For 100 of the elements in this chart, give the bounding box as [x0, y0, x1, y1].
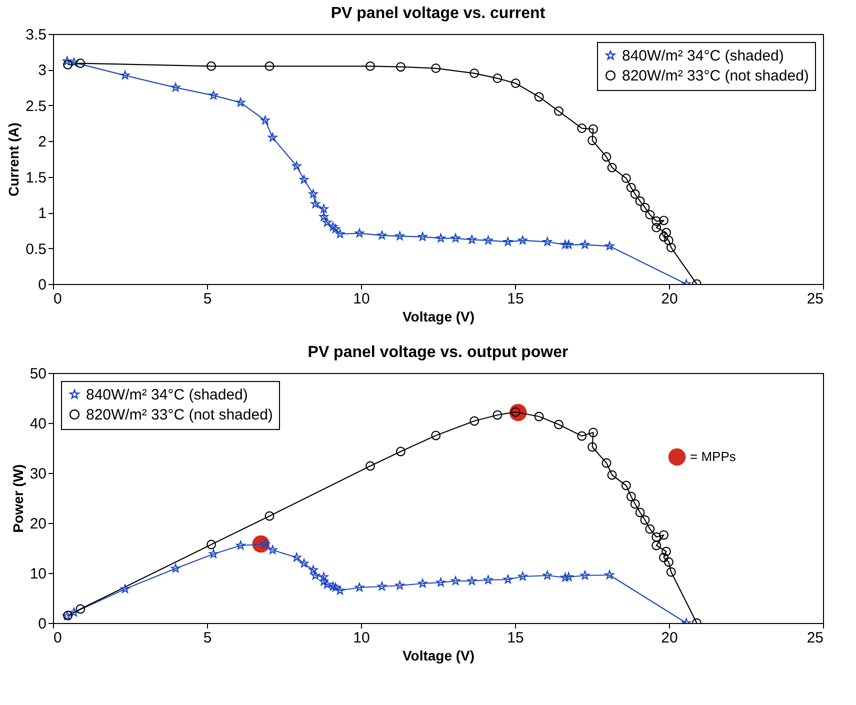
point [560, 240, 570, 249]
y-tick-label: 50 [30, 366, 46, 382]
point [171, 82, 180, 92]
point [396, 446, 406, 456]
point [69, 608, 78, 616]
point [666, 242, 676, 252]
point [308, 565, 318, 574]
x-tick-label: 20 [661, 290, 678, 308]
x-tick-label: 10 [353, 290, 370, 308]
point [554, 420, 564, 430]
point [69, 58, 78, 67]
point [268, 545, 278, 554]
point [418, 578, 428, 588]
point [621, 480, 631, 490]
point [206, 61, 216, 71]
point [395, 231, 404, 240]
point [661, 228, 671, 238]
point [322, 218, 332, 227]
point [451, 576, 460, 585]
y-tick-label: 0.5 [26, 240, 46, 258]
y-tick-label: 30 [30, 466, 46, 482]
point [645, 210, 655, 220]
point [626, 182, 636, 192]
point [564, 572, 574, 581]
y-tick-label: 2.5 [26, 98, 46, 115]
point [652, 532, 662, 542]
point [664, 236, 674, 246]
point [659, 216, 668, 226]
x-tick-label: 15 [507, 290, 524, 308]
legend-label: 820W/m² 33°C (not shaded) [622, 68, 809, 84]
x-tick-label: 10 [353, 630, 370, 646]
x-tick-label: 0 [54, 290, 62, 308]
point [467, 234, 476, 244]
point [292, 161, 302, 170]
point [492, 410, 502, 420]
point [542, 570, 552, 580]
legend-label: 820W/m² 33°C (not shaded) [86, 406, 273, 424]
point [588, 136, 598, 146]
point [645, 524, 655, 534]
point [564, 240, 574, 249]
point [206, 540, 216, 550]
x-tick-label: 5 [203, 630, 212, 646]
point [366, 461, 375, 471]
point [640, 202, 650, 212]
point [588, 442, 598, 452]
point [518, 572, 528, 580]
point [328, 582, 338, 590]
point [534, 412, 544, 422]
point [602, 152, 612, 162]
y-tick-label: 10 [30, 566, 46, 582]
point [607, 470, 617, 480]
point [436, 578, 446, 586]
point [467, 576, 476, 585]
point [310, 570, 320, 580]
point [588, 124, 598, 134]
point [510, 78, 520, 88]
y-tick-label: 40 [30, 416, 46, 432]
point [635, 508, 645, 518]
chart-title: PV panel voltage vs. output power [308, 344, 568, 361]
point [534, 92, 544, 102]
point [542, 237, 552, 246]
point [484, 575, 493, 584]
point [62, 56, 72, 66]
point [299, 174, 309, 184]
point [336, 586, 345, 594]
point [431, 430, 441, 440]
y-tick-label: 1 [38, 205, 46, 222]
point [605, 570, 614, 579]
point [580, 240, 590, 249]
x-tick-label: 25 [806, 630, 824, 646]
point [310, 199, 320, 208]
point [299, 558, 309, 568]
point [336, 229, 345, 238]
point [470, 68, 480, 78]
point [635, 196, 645, 206]
point [436, 234, 446, 242]
point [264, 511, 274, 521]
point [652, 540, 662, 550]
point [580, 570, 590, 580]
y-tick-label: 1.5 [26, 169, 46, 186]
legend-label: = MPPs [690, 449, 736, 464]
x-axis-title: Voltage (V) [402, 308, 475, 324]
point [330, 224, 340, 233]
point [626, 492, 636, 502]
point [236, 540, 246, 550]
point [666, 567, 676, 577]
point [470, 416, 480, 426]
point [554, 106, 564, 116]
point [377, 582, 386, 590]
point [630, 499, 640, 509]
y-tick-label: 3.5 [26, 26, 46, 44]
point [659, 530, 668, 540]
y-tick-label: 2 [38, 134, 46, 151]
point [503, 237, 512, 246]
point [366, 61, 375, 71]
point [451, 234, 460, 242]
point [319, 204, 328, 213]
point [659, 232, 668, 242]
point [171, 564, 180, 572]
point [503, 574, 512, 584]
